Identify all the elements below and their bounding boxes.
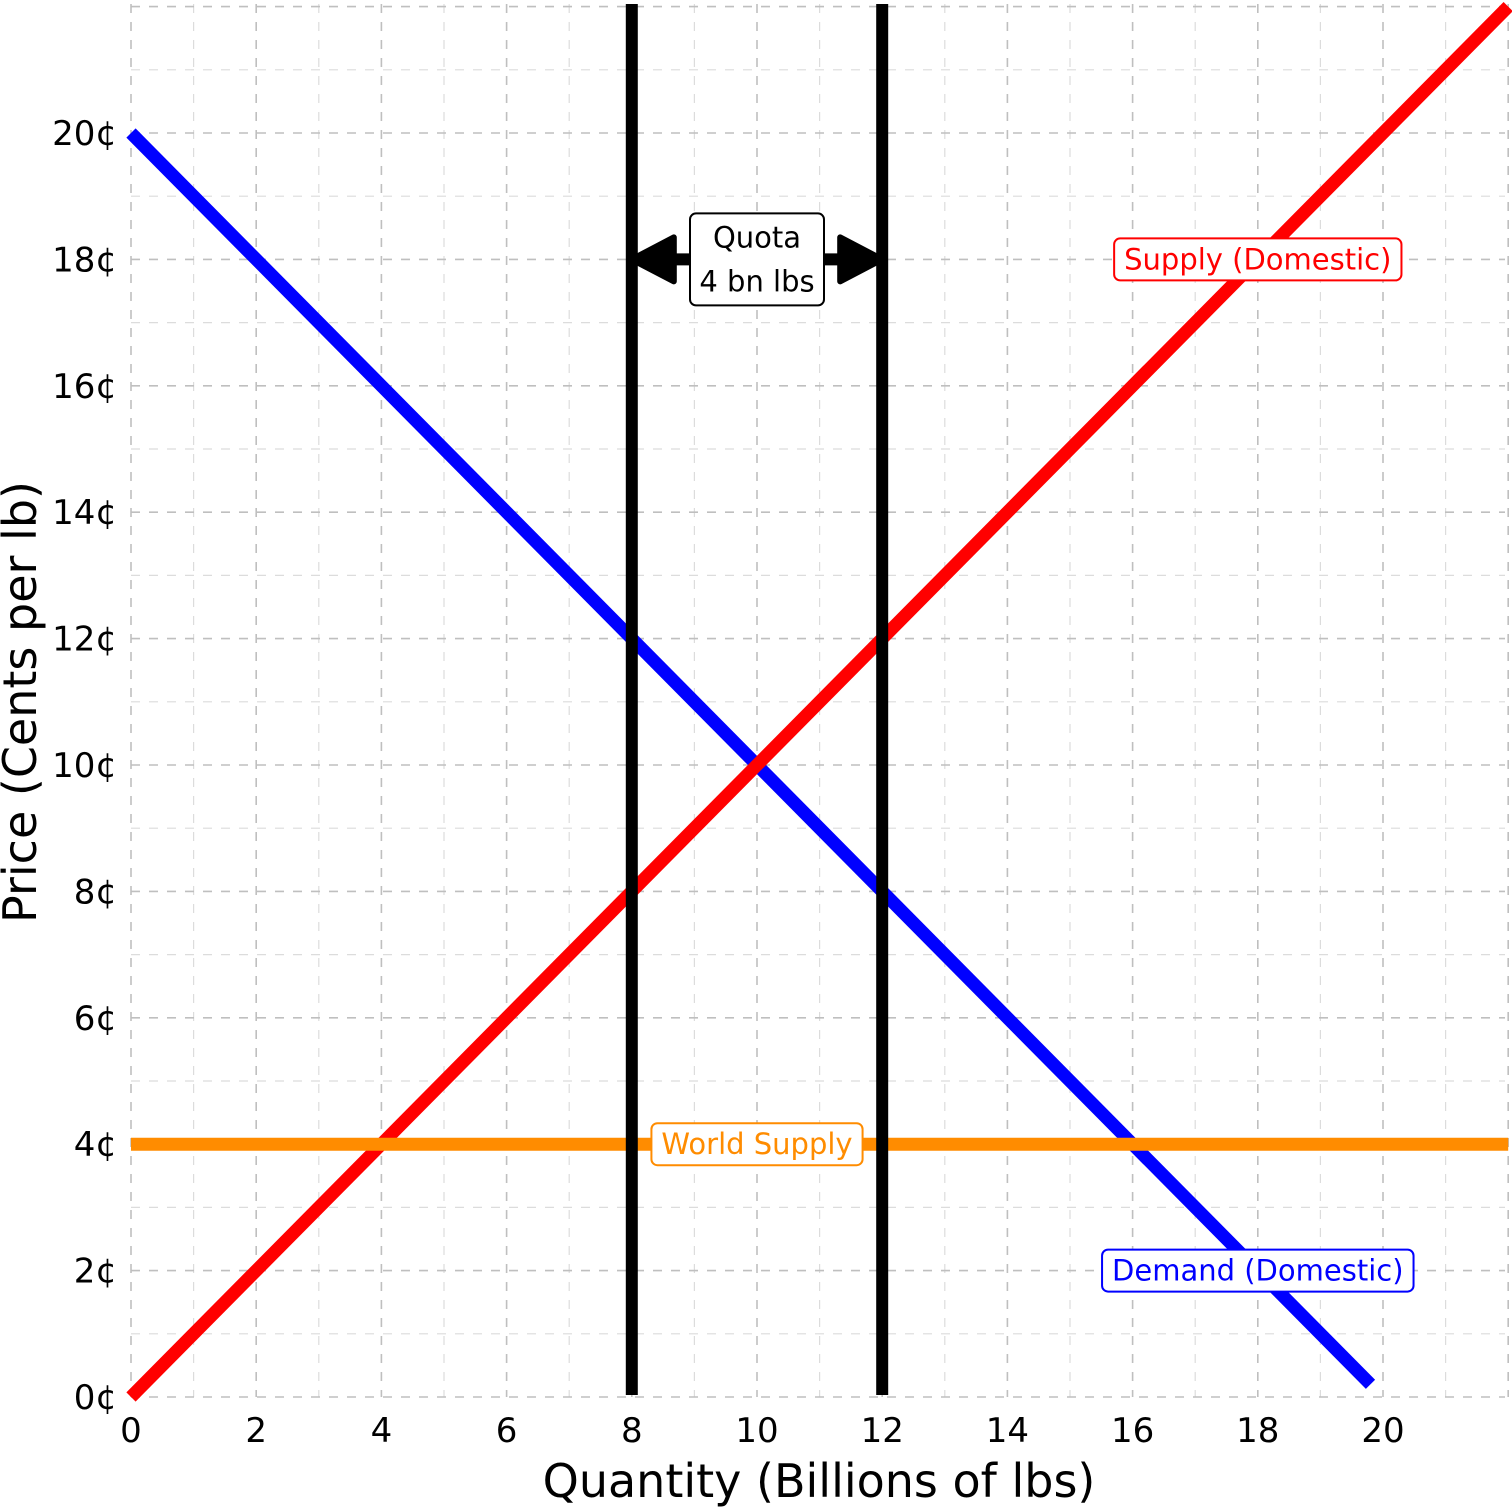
y-tick-label: 16¢ [52,367,117,407]
x-tick-label: 4 [371,1411,393,1451]
y-tick-label: 18¢ [52,240,117,280]
quota-arrow-left-head [628,234,677,285]
x-tick-label: 18 [1236,1411,1279,1451]
y-tick-label: 6¢ [74,999,117,1039]
x-tick-label: 2 [245,1411,267,1451]
x-tick-label: 8 [621,1411,643,1451]
quota-annotation-line-1: Quota [713,220,801,254]
y-tick-label: 12¢ [52,620,117,660]
y-tick-label: 8¢ [74,872,117,912]
y-axis-ticks: 0¢ 2¢ 4¢ 6¢ 8¢ 10¢ 12¢ 14¢ 16¢ 18¢ 20¢ [52,114,117,1418]
x-axis-ticks: 0 2 4 6 8 10 12 14 16 18 20 [120,1411,1404,1451]
series-label-box-demand [1101,1248,1415,1293]
y-tick-label: 14¢ [52,493,117,533]
quota-annotation: Quota 4 bn lbs [628,212,886,307]
series-label-supply: Supply (Domestic) [1124,242,1391,276]
quota-lines [625,4,889,1395]
y-tick-label: 20¢ [52,114,117,154]
x-tick-label: 0 [120,1411,142,1451]
series-label-box-world [650,1122,864,1167]
y-tick-label: 4¢ [74,1125,117,1165]
x-axis-title: Quantity (Billions of lbs) [543,1454,1096,1508]
series-label-demand: Demand (Domestic) [1112,1254,1403,1288]
quota-arrow-right-head [837,234,886,285]
x-tick-label: 14 [986,1411,1029,1451]
series-line-demand [126,128,1376,1389]
y-axis-title: Price (Cents per lb) [0,481,47,923]
y-tick-label: 0¢ [74,1378,117,1418]
x-tick-label: 20 [1361,1411,1404,1451]
series-labels: Supply (Domestic) Demand (Domestic) World … [650,237,1415,1293]
x-tick-label: 10 [735,1411,778,1451]
quota-annotation-box [689,212,825,307]
series-label-box-supply [1113,237,1403,282]
y-tick-label: 2¢ [74,1252,117,1292]
y-tick-label: 10¢ [52,746,117,786]
quota-annotation-line-2: 4 bn lbs [699,264,814,298]
x-tick-label: 6 [496,1411,518,1451]
x-tick-label: 12 [861,1411,904,1451]
x-tick-label: 16 [1111,1411,1154,1451]
series-label-world: World Supply [661,1127,852,1161]
